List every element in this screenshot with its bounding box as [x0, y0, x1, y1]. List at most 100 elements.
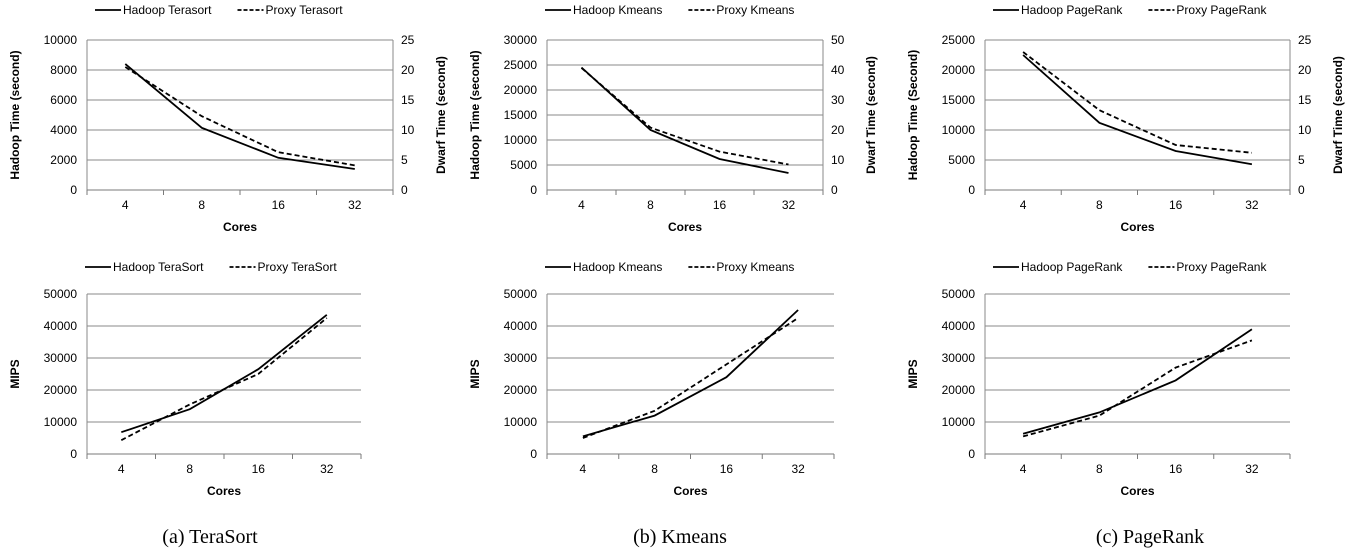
y-axis-title: MIPS — [468, 359, 482, 388]
x-tick-label: 16 — [713, 198, 727, 212]
y-tick-label: 0 — [968, 183, 975, 197]
x-axis-title: Cores — [1120, 220, 1154, 234]
y-right-tick-label: 25 — [401, 33, 415, 47]
y-tick-label: 50000 — [942, 287, 976, 301]
x-tick-label: 32 — [791, 462, 805, 476]
y-right-tick-label: 10 — [1298, 123, 1312, 137]
y-right-axis-title: Dwarf Time (second) — [434, 56, 448, 174]
y-tick-label: 50000 — [44, 287, 78, 301]
series-line-hadoop-kmeans — [582, 309, 799, 438]
y-tick-label: 4000 — [50, 123, 77, 137]
legend-label: Hadoop Kmeans — [573, 260, 662, 274]
chart-panel-2: 0 5000 10000 15000 20000 25000 0 5 10 15 20 25 4 8 16 3… — [906, 3, 1345, 234]
y-tick-label: 0 — [70, 447, 77, 461]
y-tick-label: 10000 — [44, 33, 78, 47]
y-right-tick-label: 50 — [831, 33, 845, 47]
y-tick-label: 10000 — [942, 123, 976, 137]
y-tick-label: 0 — [968, 447, 975, 461]
y-right-tick-label: 40 — [831, 63, 845, 77]
x-axis-title: Cores — [207, 484, 241, 498]
x-tick-label: 32 — [320, 462, 334, 476]
y-tick-label: 25000 — [942, 33, 976, 47]
x-tick-label: 16 — [252, 462, 266, 476]
series-line-proxy-pagerank — [1022, 51, 1252, 154]
y-right-tick-label: 20 — [831, 123, 845, 137]
x-tick-label: 8 — [186, 462, 193, 476]
series-line-proxy-terasort — [124, 66, 355, 167]
series-line-proxy-kmeans — [582, 317, 799, 439]
legend-label: Proxy Terasort — [266, 3, 344, 17]
y-right-tick-label: 10 — [831, 153, 845, 167]
x-axis-title: Cores — [223, 220, 257, 234]
x-tick-label: 8 — [1096, 198, 1103, 212]
x-tick-label: 4 — [580, 462, 587, 476]
y-tick-label: 50000 — [504, 287, 538, 301]
legend-label: Proxy Kmeans — [716, 260, 794, 274]
legend-label: Hadoop TeraSort — [113, 260, 204, 274]
chart-panel-3: 0 10000 20000 30000 40000 50000 4 8 16 32 Cores MIP… — [8, 260, 362, 498]
x-tick-label: 4 — [118, 462, 125, 476]
y-tick-label: 20000 — [504, 83, 538, 97]
y-right-tick-label: 20 — [1298, 63, 1312, 77]
y-right-tick-label: 0 — [1298, 183, 1305, 197]
series-line-proxy-kmeans — [580, 67, 789, 166]
y-tick-label: 20000 — [44, 383, 78, 397]
chart-panel-1: 0 5000 10000 15000 20000 25000 30000 0 10 20 30 40 5… — [468, 3, 878, 234]
x-tick-label: 4 — [1020, 198, 1027, 212]
x-tick-label: 16 — [720, 462, 734, 476]
y-tick-label: 10000 — [44, 415, 78, 429]
series-line-hadoop-kmeans — [580, 66, 789, 174]
legend-label: Hadoop Kmeans — [573, 3, 662, 17]
x-tick-label: 32 — [1245, 462, 1259, 476]
x-tick-label: 8 — [198, 198, 205, 212]
y-tick-label: 10000 — [504, 133, 538, 147]
y-right-axis-title: Dwarf Time (second) — [864, 56, 878, 174]
series-line-hadoop-terasort — [124, 63, 355, 170]
y-tick-label: 5000 — [510, 158, 537, 172]
legend-label: Hadoop PageRank — [1021, 3, 1123, 17]
x-tick-label: 16 — [1169, 462, 1183, 476]
y-right-tick-label: 25 — [1298, 33, 1312, 47]
y-right-tick-label: 0 — [401, 183, 408, 197]
y-right-axis-title: Dwarf Time (second) — [1331, 56, 1345, 174]
caption-kmeans: (b) Kmeans — [633, 526, 727, 548]
x-axis-title: Cores — [668, 220, 702, 234]
x-tick-label: 8 — [647, 198, 654, 212]
x-tick-label: 32 — [782, 198, 796, 212]
y-right-tick-label: 30 — [831, 93, 845, 107]
y-tick-label: 10000 — [504, 415, 538, 429]
legend-label: Hadoop PageRank — [1021, 260, 1123, 274]
y-tick-label: 30000 — [504, 351, 538, 365]
x-tick-label: 32 — [348, 198, 362, 212]
y-tick-label: 6000 — [50, 93, 77, 107]
y-tick-label: 40000 — [504, 319, 538, 333]
x-tick-label: 4 — [122, 198, 129, 212]
series-line-proxy-terasort — [120, 317, 328, 441]
y-tick-label: 30000 — [504, 33, 538, 47]
series-line-hadoop-pagerank — [1022, 54, 1253, 166]
legend-label: Hadoop Terasort — [123, 3, 212, 17]
x-tick-label: 16 — [272, 198, 286, 212]
y-right-tick-label: 15 — [1298, 93, 1312, 107]
y-tick-label: 8000 — [50, 63, 77, 77]
legend-label: Proxy TeraSort — [258, 260, 338, 274]
y-tick-label: 30000 — [942, 351, 976, 365]
y-right-tick-label: 10 — [401, 123, 415, 137]
y-tick-label: 2000 — [50, 153, 77, 167]
y-axis-title: MIPS — [906, 359, 920, 388]
x-tick-label: 32 — [1245, 198, 1259, 212]
y-axis-title: Hadoop Time (second) — [468, 50, 482, 179]
x-tick-label: 4 — [578, 198, 585, 212]
y-tick-label: 0 — [70, 183, 77, 197]
caption-terasort: (a) TeraSort — [162, 526, 258, 548]
x-tick-label: 16 — [1169, 198, 1183, 212]
y-tick-label: 20000 — [942, 383, 976, 397]
legend-label: Proxy Kmeans — [716, 3, 794, 17]
y-right-tick-label: 15 — [401, 93, 415, 107]
series-line-hadoop-pagerank — [1022, 328, 1253, 435]
chart-panel-0: 0 2000 4000 6000 8000 10000 0 5 10 15 20 25 4 8 16 32 Co… — [8, 3, 448, 234]
legend-label: Proxy PageRank — [1176, 260, 1267, 274]
y-axis-title: Hadoop Time (Second) — [906, 50, 920, 180]
y-axis-title: MIPS — [8, 359, 22, 388]
